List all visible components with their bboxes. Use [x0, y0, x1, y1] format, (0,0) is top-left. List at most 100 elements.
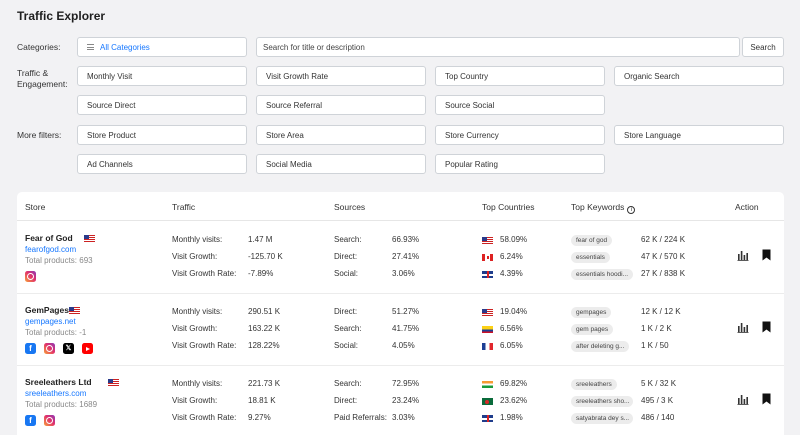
source-value: 23.24%: [392, 396, 420, 405]
traffic-value: 128.22%: [248, 341, 280, 350]
country-flag-icon: [482, 381, 493, 388]
traffic-value: 221.73 K: [248, 379, 281, 388]
keyword-tag[interactable]: sreeleathers: [571, 379, 617, 390]
traffic-label: Visit Growth Rate:: [172, 341, 237, 350]
country-flag-icon: [482, 271, 493, 278]
keyword-volume: 486 / 140: [641, 413, 675, 422]
filter-store-product[interactable]: Store Product: [77, 125, 247, 145]
instagram-icon[interactable]: [44, 343, 55, 354]
filter-store-language[interactable]: Store Language: [614, 125, 784, 145]
store-domain-link[interactable]: fearofgod.com: [25, 245, 77, 254]
traffic-label: Visit Growth:: [172, 396, 218, 405]
filter-source-direct[interactable]: Source Direct: [77, 95, 247, 115]
source-label: Paid Referrals:: [334, 413, 387, 422]
us-flag-icon: [69, 307, 81, 314]
keyword-tag[interactable]: after deleting g...: [571, 341, 630, 352]
facebook-icon[interactable]: f: [25, 415, 36, 426]
source-label: Social:: [334, 341, 359, 350]
keyword-tag[interactable]: gem pages: [571, 324, 614, 335]
country-flag-icon: [482, 237, 493, 244]
keyword-volume: 62 K / 224 K: [641, 235, 686, 244]
filter-social-media[interactable]: Social Media: [256, 154, 426, 174]
youtube-icon[interactable]: [82, 343, 93, 354]
keyword-tag[interactable]: essentials: [571, 252, 610, 263]
filter-top-country[interactable]: Top Country: [435, 66, 605, 86]
keyword-volume: 495 / 3 K: [641, 396, 674, 405]
source-value: 66.93%: [392, 235, 420, 244]
traffic-value: 163.22 K: [248, 324, 281, 333]
row-divider: [17, 365, 784, 366]
source-label: Search:: [334, 379, 362, 388]
keyword-tag[interactable]: satyabrata dey s...: [571, 413, 633, 424]
keyword-volume: 5 K / 32 K: [641, 379, 677, 388]
traffic-label: Visit Growth Rate:: [172, 269, 237, 278]
filter-organic-search[interactable]: Organic Search: [614, 66, 784, 86]
keyword-tag[interactable]: essentials hoodi...: [571, 269, 633, 280]
country-share: 4.39%: [500, 269, 523, 278]
bookmark-icon[interactable]: [759, 320, 773, 334]
search-input[interactable]: [256, 37, 740, 57]
keyword-volume: 1 K / 2 K: [641, 324, 672, 333]
filter-source-referral[interactable]: Source Referral: [256, 95, 426, 115]
keyword-tag[interactable]: sreeleathers sho...: [571, 396, 633, 407]
filter-popular-rating[interactable]: Popular Rating: [435, 154, 605, 174]
keyword-tag[interactable]: fear of god: [571, 235, 613, 246]
total-products: Total products: -1: [25, 328, 87, 337]
filter-ad-channels[interactable]: Ad Channels: [77, 154, 247, 174]
categories-value: All Categories: [100, 42, 150, 52]
bookmark-icon[interactable]: [759, 248, 773, 262]
filter-source-social[interactable]: Source Social: [435, 95, 605, 115]
column-traffic: Traffic: [172, 202, 196, 212]
bookmark-icon[interactable]: [759, 392, 773, 406]
filter-monthly-visit[interactable]: Monthly Visit: [77, 66, 247, 86]
country-flag-icon: [482, 343, 493, 350]
traffic-value: 290.51 K: [248, 307, 281, 316]
source-value: 3.03%: [392, 413, 415, 422]
traffic-label: Visit Growth:: [172, 324, 218, 333]
keyword-volume: 12 K / 12 K: [641, 307, 681, 316]
column-top-keywords: Top Keywords i: [571, 202, 636, 214]
store-domain-link[interactable]: sreeleathers.com: [25, 389, 87, 398]
traffic-label: Monthly visits:: [172, 379, 223, 388]
country-share: 19.04%: [500, 307, 528, 316]
column-top-keywords-label: Top Keywords: [571, 202, 625, 212]
source-label: Direct:: [334, 396, 358, 405]
traffic-label: Visit Growth:: [172, 252, 218, 261]
store-name[interactable]: GemPages: [25, 305, 69, 315]
x-icon[interactable]: 𝕏: [63, 343, 74, 354]
bar-chart-icon[interactable]: [736, 248, 750, 262]
store-name[interactable]: Fear of God: [25, 233, 73, 243]
source-value: 41.75%: [392, 324, 420, 333]
source-label: Social:: [334, 269, 359, 278]
traffic-value: 9.27%: [248, 413, 271, 422]
source-label: Direct:: [334, 307, 358, 316]
bar-chart-icon[interactable]: [736, 392, 750, 406]
traffic-value: -7.89%: [248, 269, 274, 278]
column-sources: Sources: [334, 202, 366, 212]
store-name[interactable]: Sreeleathers Ltd: [25, 377, 92, 387]
column-store: Store: [25, 202, 46, 212]
column-top-countries: Top Countries: [482, 202, 535, 212]
list-icon: [87, 44, 94, 50]
country-share: 6.05%: [500, 341, 523, 350]
traffic-label: Monthly visits:: [172, 235, 223, 244]
keyword-volume: 47 K / 570 K: [641, 252, 686, 261]
search-button[interactable]: Search: [742, 37, 784, 57]
source-label: Direct:: [334, 252, 358, 261]
total-products: Total products: 693: [25, 256, 93, 265]
country-share: 58.09%: [500, 235, 528, 244]
info-icon[interactable]: i: [627, 206, 636, 214]
categories-select[interactable]: All Categories: [77, 37, 247, 57]
keyword-tag[interactable]: gempages: [571, 307, 612, 318]
instagram-icon[interactable]: [25, 271, 36, 282]
facebook-icon[interactable]: f: [25, 343, 36, 354]
filter-store-currency[interactable]: Store Currency: [435, 125, 605, 145]
filter-visit-growth-rate[interactable]: Visit Growth Rate: [256, 66, 426, 86]
filter-store-area[interactable]: Store Area: [256, 125, 426, 145]
traffic-label: Monthly visits:: [172, 307, 223, 316]
bar-chart-icon[interactable]: [736, 320, 750, 334]
country-share: 6.24%: [500, 252, 523, 261]
store-domain-link[interactable]: gempages.net: [25, 317, 76, 326]
traffic-value: 18.81 K: [248, 396, 276, 405]
instagram-icon[interactable]: [44, 415, 55, 426]
